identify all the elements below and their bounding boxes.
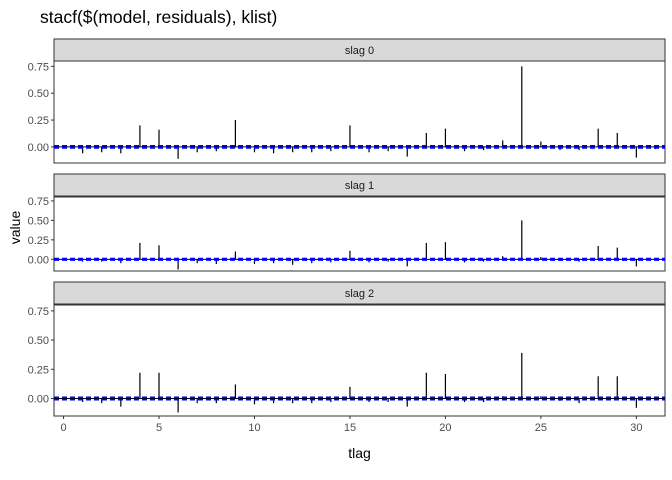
y-tick-label: 0.00: [28, 393, 49, 405]
x-tick-label: 5: [156, 422, 162, 434]
y-tick-label: 0.75: [28, 196, 49, 208]
y-tick-label: 0.75: [28, 61, 49, 73]
title-area: stacf($(model, residuals), klist): [0, 0, 672, 36]
facet-strip-label: slag 1: [345, 180, 374, 192]
y-axis-title: value: [7, 211, 23, 245]
y-tick-label: 0.00: [28, 254, 49, 266]
x-tick-label: 10: [248, 422, 260, 434]
y-tick-label: 0.50: [28, 335, 49, 347]
x-tick-label: 15: [344, 422, 356, 434]
chart-title: stacf($(model, residuals), klist): [40, 7, 278, 27]
y-tick-label: 0.00: [28, 142, 49, 154]
x-axis-title: tlag: [348, 445, 371, 461]
facet-strip: [53, 173, 666, 197]
x-tick-label: 0: [60, 422, 66, 434]
facet-strip-label: slag 2: [345, 288, 374, 300]
facet-strip: [53, 281, 666, 305]
y-tick-label: 0.25: [28, 235, 49, 247]
x-tick-label: 20: [439, 422, 451, 434]
y-tick-label: 0.25: [28, 364, 49, 376]
x-tick-label: 25: [535, 422, 547, 434]
facet-strip-label: slag 0: [345, 45, 374, 57]
x-tick-label: 30: [630, 422, 642, 434]
y-tick-label: 0.50: [28, 88, 49, 100]
y-tick-label: 0.25: [28, 115, 49, 127]
y-tick-label: 0.75: [28, 306, 49, 318]
y-tick-label: 0.50: [28, 215, 49, 227]
